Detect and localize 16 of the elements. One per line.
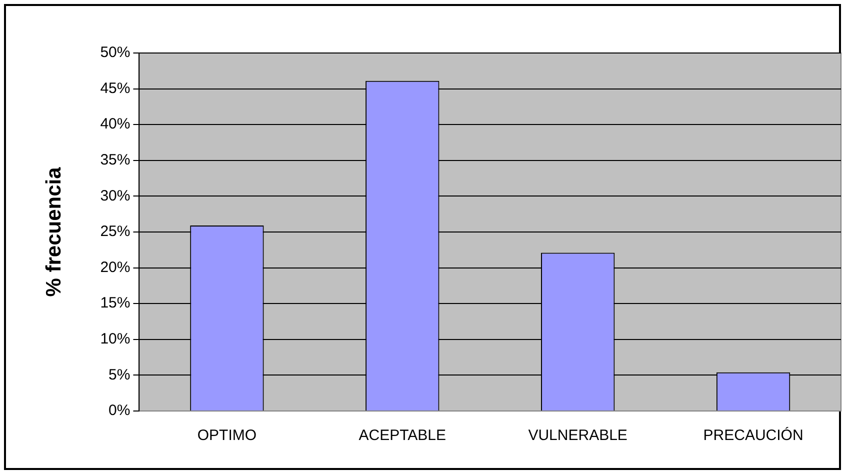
y-tick-label: 30% (100, 187, 130, 204)
x-tick-label: OPTIMO (197, 427, 257, 444)
x-tick-label: PRECAUCIÓN (703, 426, 804, 444)
y-tick-label: 20% (100, 258, 130, 276)
y-tick-label: 15% (100, 294, 130, 312)
y-tick-label: 0% (108, 402, 130, 420)
y-tick-label: 40% (100, 116, 130, 133)
y-tick-label: 25% (100, 223, 130, 240)
y-tick-label: 10% (100, 330, 130, 348)
y-tick-label: 50% (100, 44, 130, 62)
x-tick-label: VULNERABLE (528, 427, 628, 444)
y-tick-label: 45% (100, 80, 130, 97)
y-tick-label: 35% (100, 152, 130, 169)
y-axis-title: % frecuencia (42, 166, 66, 297)
y-tick-label: 5% (108, 366, 130, 384)
x-tick-label: ACEPTABLE (358, 427, 446, 444)
